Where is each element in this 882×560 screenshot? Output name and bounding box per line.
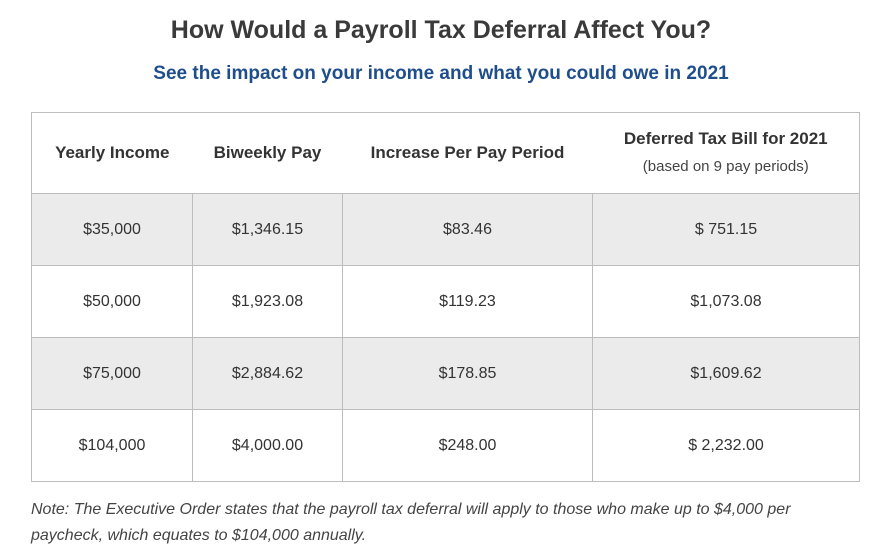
cell-increase-per-pay-period: $248.00 bbox=[342, 409, 593, 482]
cell-deferred-tax-bill: $ 2,232.00 bbox=[592, 409, 860, 482]
column-header-label: Deferred Tax Bill for 2021 bbox=[623, 129, 828, 148]
cell-increase-per-pay-period: $119.23 bbox=[342, 265, 593, 338]
table-row: $75,000 $2,884.62 $178.85 $1,609.62 bbox=[31, 337, 860, 410]
cell-yearly-income: $50,000 bbox=[31, 265, 193, 338]
cell-yearly-income: $104,000 bbox=[31, 409, 193, 482]
footnote: Note: The Executive Order states that th… bbox=[31, 501, 791, 544]
table-row: $35,000 $1,346.15 $83.46 $ 751.15 bbox=[31, 193, 860, 266]
table-header-row: Yearly Income Biweekly Pay Increase Per … bbox=[31, 112, 860, 194]
cell-increase-per-pay-period: $83.46 bbox=[342, 193, 593, 266]
column-header-increase-per-pay-period: Increase Per Pay Period bbox=[342, 112, 593, 194]
column-header-sublabel: (based on 9 pay periods) bbox=[642, 158, 809, 175]
cell-biweekly-pay: $1,346.15 bbox=[192, 193, 343, 266]
column-header-label: Yearly Income bbox=[55, 143, 170, 162]
cell-yearly-income: $35,000 bbox=[31, 193, 193, 266]
cell-increase-per-pay-period: $178.85 bbox=[342, 337, 593, 410]
table-row: $104,000 $4,000.00 $248.00 $ 2,232.00 bbox=[31, 409, 860, 482]
cell-biweekly-pay: $2,884.62 bbox=[192, 337, 343, 410]
column-header-label: Increase Per Pay Period bbox=[370, 143, 565, 162]
payroll-deferral-table: Yearly Income Biweekly Pay Increase Per … bbox=[31, 112, 860, 482]
cell-deferred-tax-bill: $ 751.15 bbox=[592, 193, 860, 266]
page-subtitle: See the impact on your income and what y… bbox=[153, 63, 729, 84]
column-header-deferred-tax-bill: Deferred Tax Bill for 2021 (based on 9 p… bbox=[592, 112, 860, 194]
column-header-biweekly-pay: Biweekly Pay bbox=[192, 112, 343, 194]
cell-biweekly-pay: $1,923.08 bbox=[192, 265, 343, 338]
cell-deferred-tax-bill: $1,073.08 bbox=[592, 265, 860, 338]
column-header-label: Biweekly Pay bbox=[213, 143, 322, 162]
column-header-yearly-income: Yearly Income bbox=[31, 112, 193, 194]
page-title: How Would a Payroll Tax Deferral Affect … bbox=[170, 16, 712, 44]
cell-deferred-tax-bill: $1,609.62 bbox=[592, 337, 860, 410]
cell-biweekly-pay: $4,000.00 bbox=[192, 409, 343, 482]
cell-yearly-income: $75,000 bbox=[31, 337, 193, 410]
table-row: $50,000 $1,923.08 $119.23 $1,073.08 bbox=[31, 265, 860, 338]
